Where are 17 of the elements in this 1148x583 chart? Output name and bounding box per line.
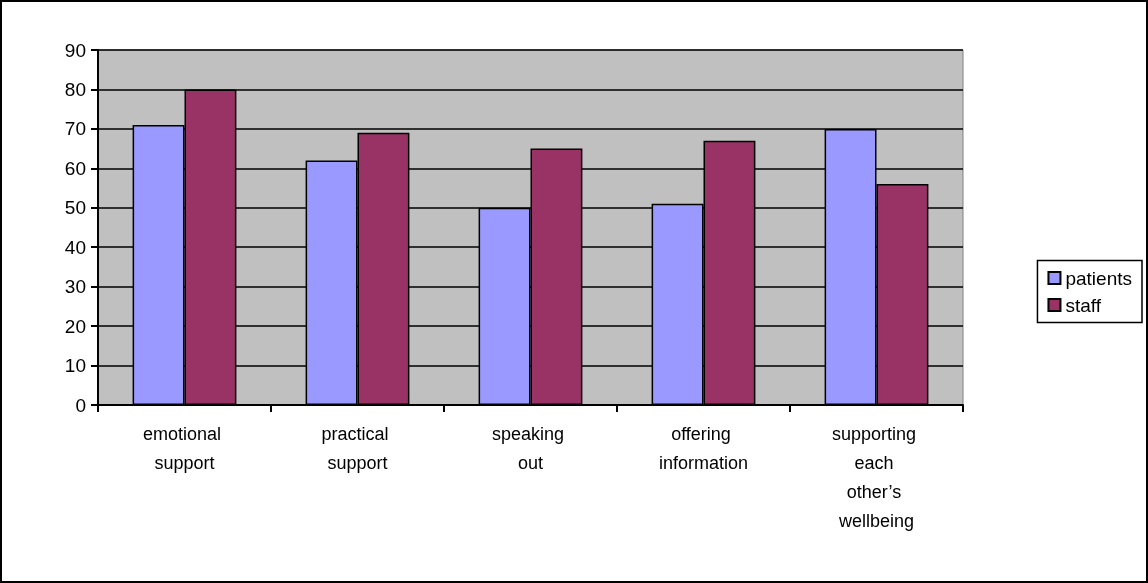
x-tick-label: speaking out	[491, 423, 570, 473]
y-tick-label: 80	[64, 78, 86, 100]
x-tick-label: supporting each other’s wellbeing	[831, 423, 922, 531]
x-tick-label: practical support	[321, 423, 394, 473]
y-tick-label: 10	[64, 355, 86, 377]
y-tick-label: 90	[64, 39, 86, 61]
legend-label: staff	[1065, 294, 1102, 316]
y-tick-label: 30	[64, 276, 86, 298]
y-tick-label: 60	[64, 157, 86, 179]
legend-label: patients	[1065, 267, 1132, 289]
y-tick-label: 50	[64, 197, 86, 219]
y-tick-label: 0	[75, 394, 86, 416]
x-tick-label: offering information	[658, 423, 749, 473]
x-tick-label: emotional support	[142, 423, 227, 473]
y-tick-label: 70	[64, 118, 86, 140]
y-tick-label: 20	[64, 315, 86, 337]
y-tick-label: 40	[64, 236, 86, 258]
